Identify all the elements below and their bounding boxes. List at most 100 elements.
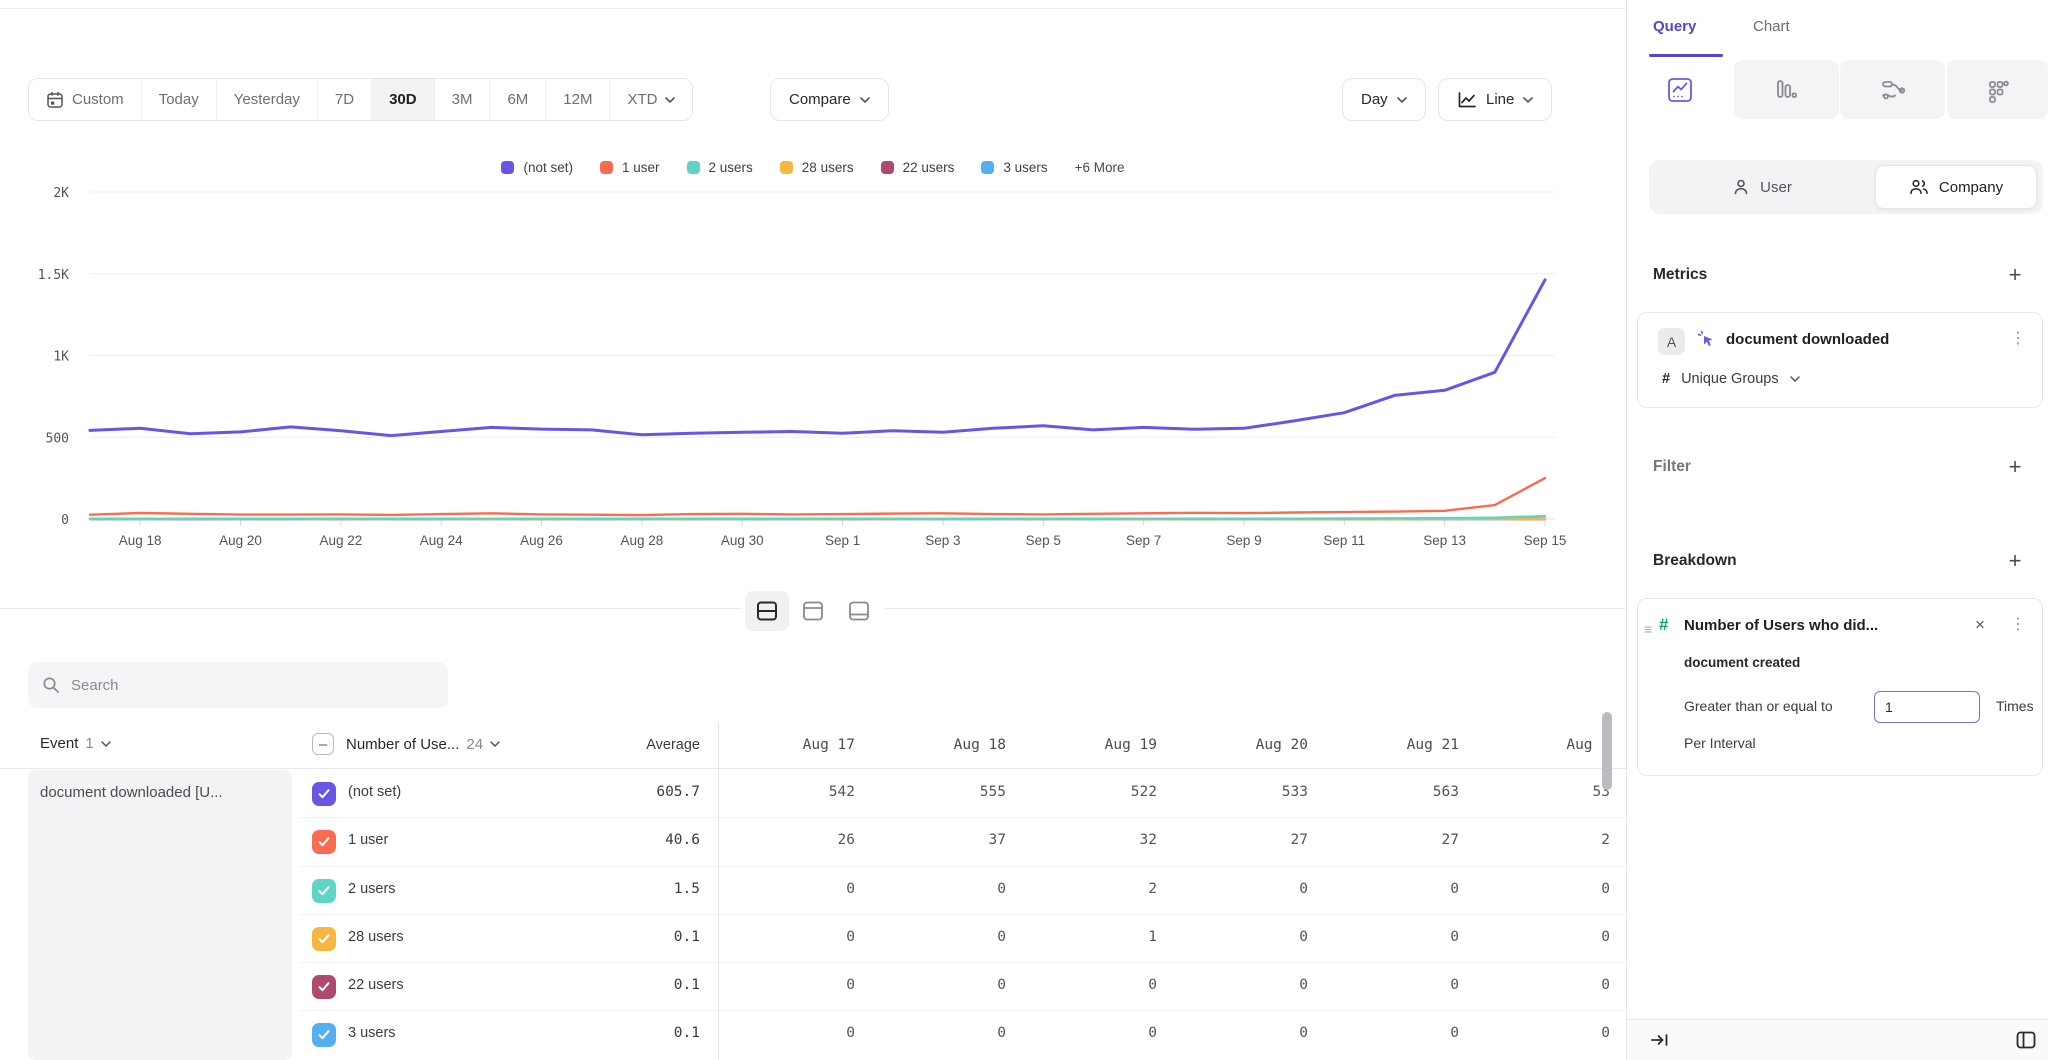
close-icon[interactable]: × [1968, 613, 1992, 637]
average-value: 1.5 [560, 881, 700, 897]
drag-handle-icon[interactable]: ≡ [1644, 621, 1652, 637]
range-label: Yesterday [234, 91, 300, 108]
chart-type-dropdown[interactable]: Line [1438, 78, 1552, 121]
row-checkbox[interactable] [312, 879, 336, 903]
scope-user-option[interactable]: User [1649, 160, 1875, 214]
range-12m[interactable]: 12M [546, 79, 610, 120]
row-checkbox[interactable] [312, 975, 336, 999]
table-row: 3 users0.1000000 [300, 1011, 1626, 1059]
tab-query[interactable]: Query [1653, 18, 1696, 35]
group-header-label: Number of Use... [346, 736, 459, 753]
scope-company-option[interactable]: Company [1875, 160, 2037, 214]
search-box [28, 662, 448, 708]
range-yesterday[interactable]: Yesterday [217, 79, 318, 120]
calendar-icon [46, 91, 64, 109]
svg-text:Aug 24: Aug 24 [420, 533, 463, 548]
chart-type-line-tab[interactable] [1627, 60, 1732, 119]
row-checkbox[interactable] [312, 1023, 336, 1047]
add-breakdown-button[interactable]: + [2002, 548, 2028, 574]
chart-module: Custom Today Yesterday 7D30D3M6M12MXTD Comp… [0, 0, 1626, 1060]
layout-chart-only-button[interactable] [791, 591, 835, 631]
breakdown-times-input[interactable] [1874, 691, 1980, 723]
query-panel: Query Chart U [1626, 0, 2048, 1060]
panel-footer [1627, 1019, 2048, 1060]
cell-value: 0 [1322, 977, 1459, 993]
metric-card[interactable]: A document downloaded ⋮ # Unique Groups [1637, 312, 2043, 408]
svg-text:Sep 11: Sep 11 [1323, 533, 1365, 548]
cell-value: 0 [869, 977, 1006, 993]
metric-event-name: document downloaded [1726, 331, 1889, 348]
row-checkbox[interactable] [312, 830, 336, 854]
tab-chart[interactable]: Chart [1753, 18, 1790, 35]
chevron-down-icon [490, 741, 500, 747]
event-list-item[interactable]: document downloaded [U... [28, 770, 292, 1060]
chart-type-tabs [1627, 60, 2048, 120]
breakdown-times-label: Times [1996, 698, 2034, 714]
date-column-header: Aug 19 [1020, 737, 1157, 753]
chevron-down-icon [1523, 97, 1533, 103]
sidebar-toggle-icon[interactable] [2012, 1027, 2040, 1055]
table-row: 22 users0.1000000 [300, 963, 1626, 1011]
date-column-header: Aug 18 [869, 737, 1006, 753]
breakdown-per-interval-label: Per Interval [1684, 735, 1756, 751]
svg-text:Aug 18: Aug 18 [119, 533, 162, 548]
range-6m[interactable]: 6M [490, 79, 546, 120]
collapse-panel-icon[interactable] [1647, 1029, 1673, 1053]
cell-value: 0 [1322, 1025, 1459, 1041]
table-scrollbar[interactable] [1602, 712, 1612, 790]
select-all-checkbox[interactable]: – [312, 733, 334, 755]
svg-text:Aug 20: Aug 20 [219, 533, 262, 548]
chart-type-cluster-tab[interactable] [1947, 60, 2048, 119]
search-input[interactable] [71, 677, 434, 694]
chart-type-flow-tab[interactable] [1840, 60, 1945, 119]
interval-dropdown[interactable]: Day [1342, 78, 1426, 121]
event-column-header[interactable]: Event 1 [40, 735, 111, 752]
cell-value: 0 [1171, 929, 1308, 945]
compare-button[interactable]: Compare [770, 78, 889, 121]
range-xtd[interactable]: XTD [610, 79, 692, 120]
cell-value: 0 [718, 977, 855, 993]
add-metric-button[interactable]: + [2002, 262, 2028, 288]
layout-table-only-button[interactable] [837, 591, 881, 631]
event-header-label: Event [40, 735, 78, 752]
date-column-header: Aug 17 [718, 737, 855, 753]
add-filter-button[interactable]: + [2002, 454, 2028, 480]
chevron-down-icon [101, 741, 111, 747]
row-checkbox[interactable] [312, 782, 336, 806]
bar-chart-icon [1773, 77, 1799, 103]
breakdown-event-name: document created [1684, 655, 1800, 670]
row-checkbox[interactable] [312, 927, 336, 951]
cluster-dots-icon [1984, 77, 2010, 103]
range-label: Custom [72, 91, 124, 108]
line-chart-icon [1457, 91, 1477, 109]
date-column-header: Aug 21 [1322, 737, 1459, 753]
chevron-down-icon [665, 97, 675, 103]
cell-value: 0 [1171, 977, 1308, 993]
breakdown-condition-label: Greater than or equal to [1684, 698, 1833, 714]
range-today[interactable]: Today [142, 79, 217, 120]
group-header-dropdown[interactable]: Number of Use... 24 [346, 736, 500, 753]
event-count: 1 [85, 735, 93, 752]
cell-value: 26 [718, 832, 855, 848]
range-7d[interactable]: 7D [318, 79, 372, 120]
breakdown-kebab-menu[interactable]: ⋮ [2006, 613, 2030, 637]
table-row: 28 users0.1001000 [300, 915, 1626, 963]
chevron-down-icon [860, 97, 870, 103]
metric-aggregation-dropdown[interactable]: # Unique Groups [1662, 371, 1800, 387]
range-30d[interactable]: 30D [372, 79, 435, 120]
range-custom[interactable]: Custom [29, 79, 142, 120]
layout-split-button[interactable] [745, 591, 789, 631]
cell-value: 522 [1020, 784, 1157, 800]
cell-value: 1 [1020, 929, 1157, 945]
flow-chart-icon [1879, 77, 1907, 103]
series-label: 3 users [348, 1025, 396, 1041]
svg-text:1.5K: 1.5K [38, 268, 69, 283]
range-3m[interactable]: 3M [435, 79, 491, 120]
table-header: Event 1 – Number of Use... 24 Average Au… [0, 722, 1626, 769]
date-column-header: Aug 20 [1171, 737, 1308, 753]
cell-value: 0 [869, 881, 1006, 897]
cell-value: 0 [1171, 1025, 1308, 1041]
metric-kebab-menu[interactable]: ⋮ [2006, 327, 2030, 351]
chart-type-bar-tab[interactable] [1734, 60, 1839, 119]
number-property-icon: # [1659, 615, 1668, 635]
